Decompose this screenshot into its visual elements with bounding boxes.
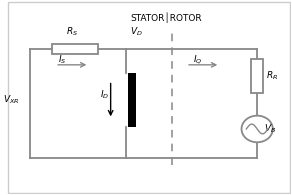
Bar — [128, 73, 136, 127]
Text: STATOR│ROTOR: STATOR│ROTOR — [130, 12, 202, 23]
Circle shape — [241, 116, 273, 142]
Text: $I_S$: $I_S$ — [58, 53, 67, 66]
Text: $R_R$: $R_R$ — [266, 69, 278, 82]
Text: $I_D$: $I_D$ — [100, 89, 110, 101]
Text: $R_S$: $R_S$ — [66, 26, 78, 38]
Bar — [251, 59, 263, 93]
Bar — [52, 44, 98, 54]
Text: $I_Q$: $I_Q$ — [193, 53, 202, 66]
Text: $V_D$: $V_D$ — [130, 26, 142, 38]
Text: $V_{XR}$: $V_{XR}$ — [3, 94, 20, 106]
Text: $V_B$: $V_B$ — [264, 123, 277, 135]
